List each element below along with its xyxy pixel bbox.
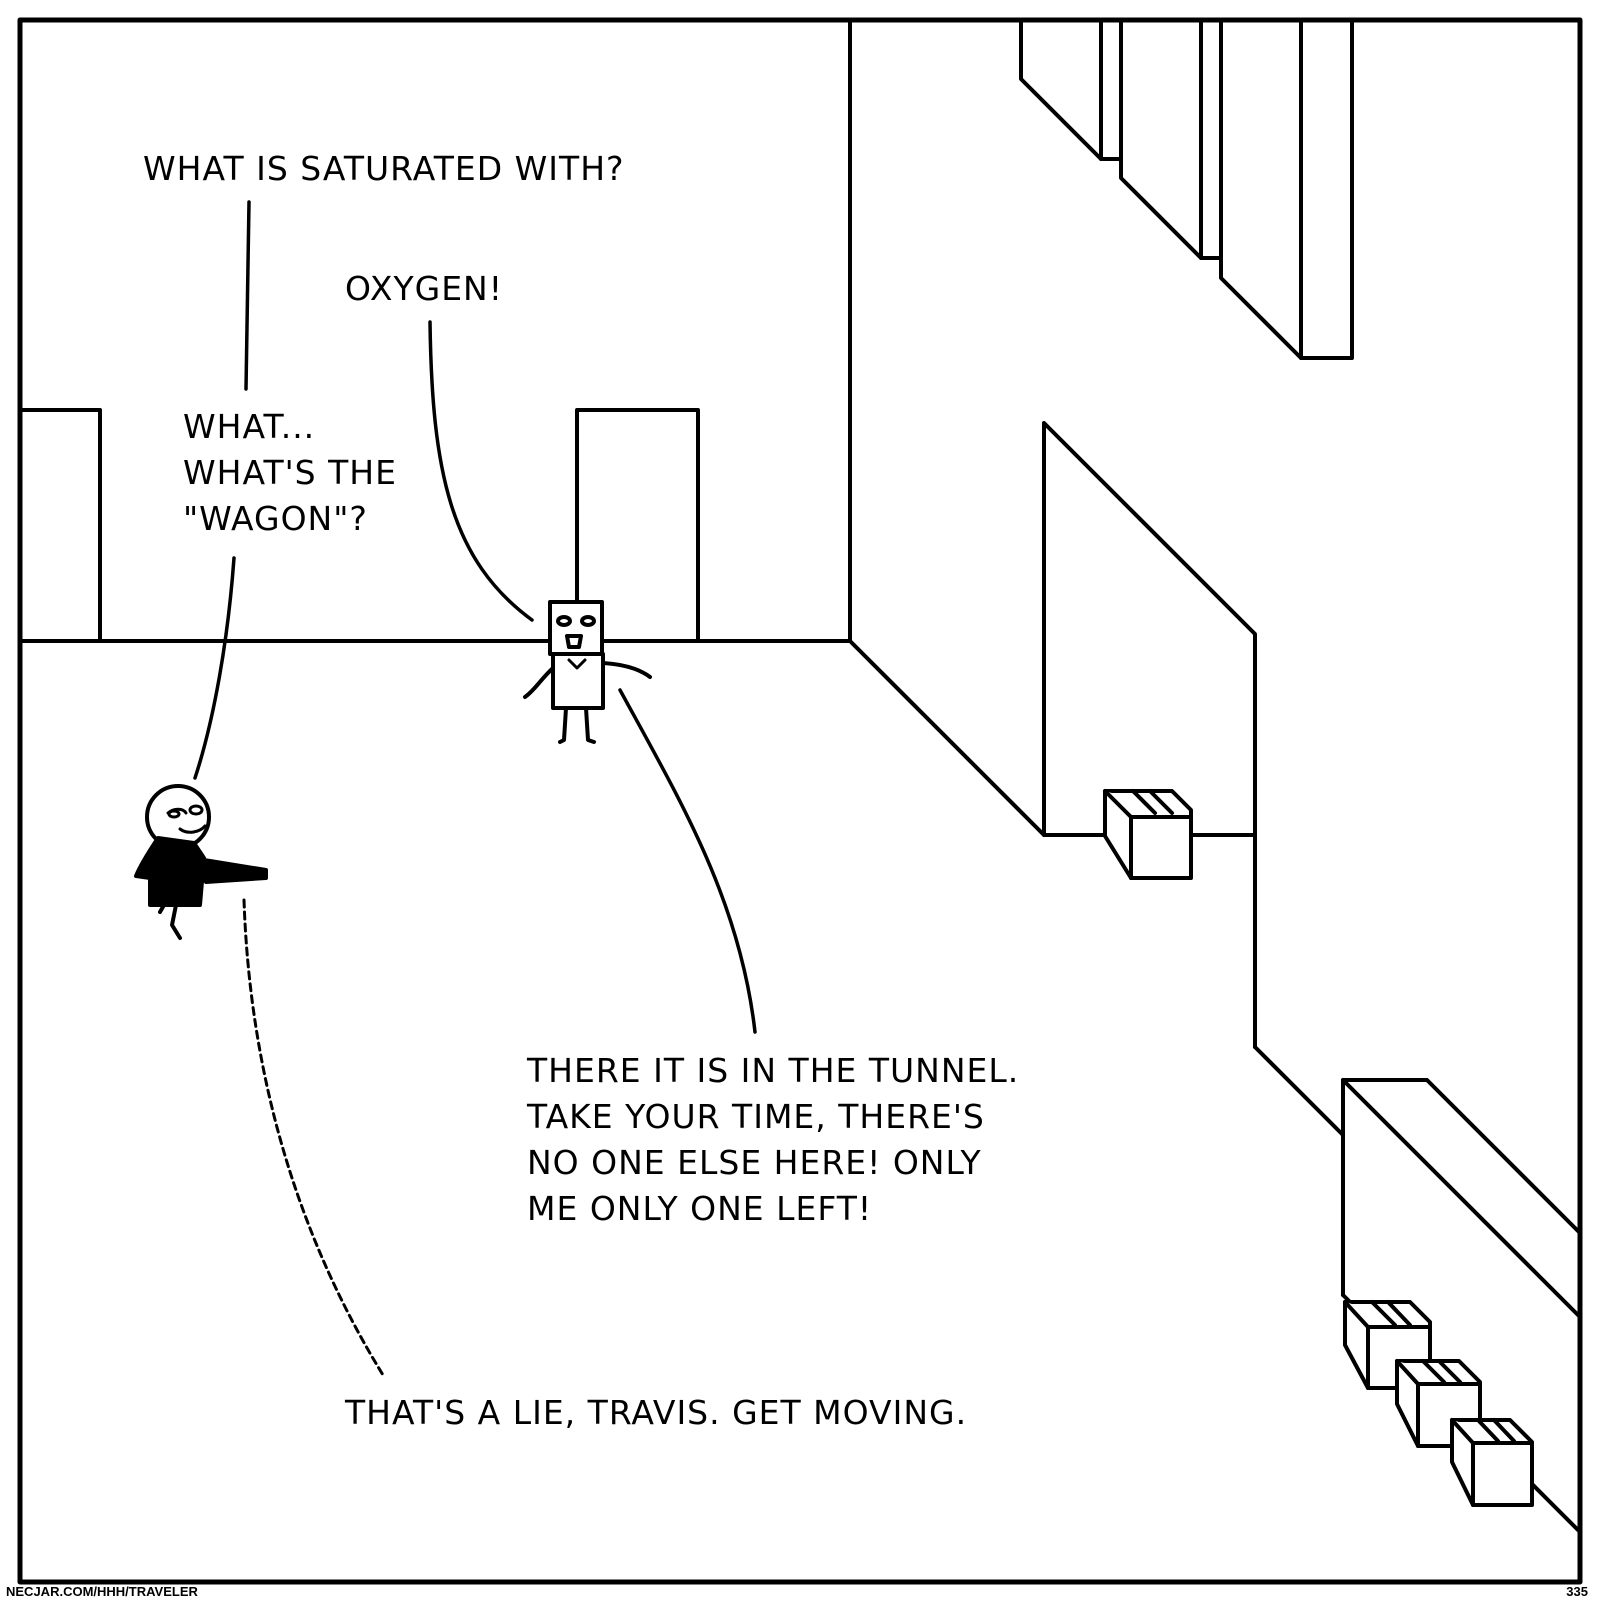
site-url: NECJAR.COM/HHH/TRAVELER [6,1584,198,1599]
lie-text: THAT'S A LIE, TRAVIS. GET MOVING. [345,1393,968,1432]
tunnel-line: TAKE YOUR TIME, THERE'S [527,1097,985,1136]
panel-border [17,17,1583,1585]
block-character [523,600,652,744]
low-block [1341,1078,1582,1297]
wagon-line: WHAT'S THE [183,453,397,492]
ceiling-beams [1019,18,1354,360]
speech-tail [428,320,534,622]
crate-box [1450,1418,1534,1507]
tunnel-line: THERE IT IS IN THE TUNNEL. [527,1051,1020,1090]
question-text: WHAT IS SATURATED WITH? [143,149,625,188]
gunman-character [134,784,268,940]
page-number: 335 [1566,1584,1588,1599]
answer-text: OXYGEN! [345,269,503,308]
crate-box [1103,789,1193,880]
wagon-line: WHAT... [183,407,316,446]
tunnel-line: NO ONE ELSE HERE! ONLY [527,1143,982,1182]
tunnel-speech: THERE IT IS IN THE TUNNEL. TAKE YOUR TIM… [527,1048,1019,1232]
wagon-question: WHAT... WHAT'S THE "WAGON"? [183,404,397,542]
wagon-line: "WAGON"? [183,499,368,538]
speech-tail [244,200,251,391]
tunnel-line: ME ONLY ONE LEFT! [527,1189,873,1228]
left-doorway [18,408,102,643]
speech-tail [242,898,385,1377]
center-doorway [575,408,700,643]
speech-tails [193,200,757,1377]
speech-tail [193,556,236,780]
speech-tail [618,688,757,1034]
